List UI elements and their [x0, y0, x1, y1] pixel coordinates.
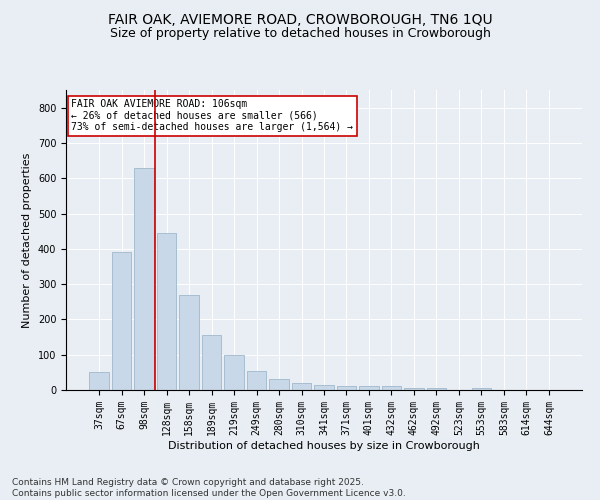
Text: Contains HM Land Registry data © Crown copyright and database right 2025.
Contai: Contains HM Land Registry data © Crown c… [12, 478, 406, 498]
Y-axis label: Number of detached properties: Number of detached properties [22, 152, 32, 328]
Bar [157, 233, 176, 390]
Bar [314, 384, 334, 390]
Bar [382, 386, 401, 390]
Text: Size of property relative to detached houses in Crowborough: Size of property relative to detached ho… [110, 28, 490, 40]
Bar [89, 372, 109, 390]
Bar [427, 388, 446, 390]
X-axis label: Distribution of detached houses by size in Crowborough: Distribution of detached houses by size … [168, 440, 480, 450]
Bar [112, 252, 131, 390]
Bar [337, 386, 356, 390]
Bar [202, 336, 221, 390]
Text: FAIR OAK AVIEMORE ROAD: 106sqm
← 26% of detached houses are smaller (566)
73% of: FAIR OAK AVIEMORE ROAD: 106sqm ← 26% of … [71, 99, 353, 132]
Bar [224, 354, 244, 390]
Bar [472, 388, 491, 390]
Bar [404, 388, 424, 390]
Bar [247, 370, 266, 390]
Bar [134, 168, 154, 390]
Bar [292, 383, 311, 390]
Text: FAIR OAK, AVIEMORE ROAD, CROWBOROUGH, TN6 1QU: FAIR OAK, AVIEMORE ROAD, CROWBOROUGH, TN… [107, 12, 493, 26]
Bar [359, 386, 379, 390]
Bar [179, 294, 199, 390]
Bar [269, 380, 289, 390]
